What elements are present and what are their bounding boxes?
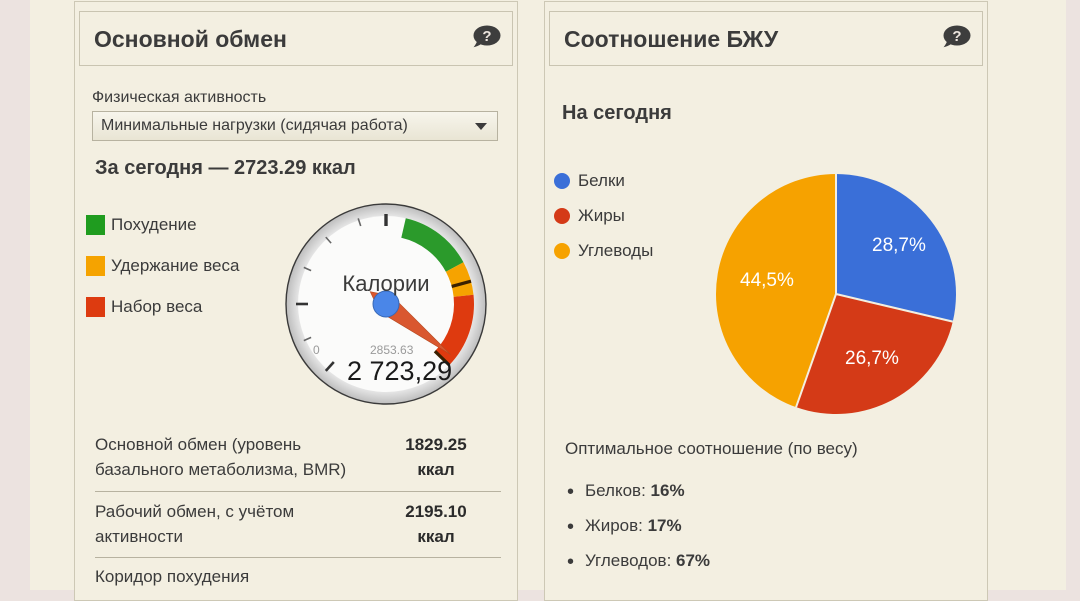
svg-text:?: ? xyxy=(952,28,961,45)
svg-text:?: ? xyxy=(482,28,491,45)
